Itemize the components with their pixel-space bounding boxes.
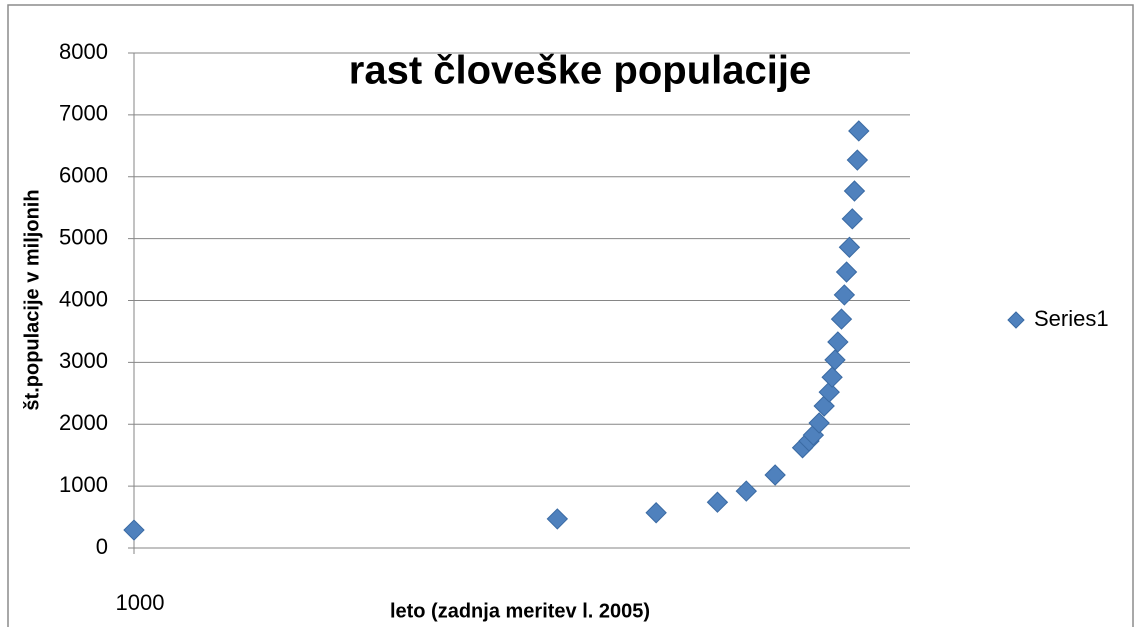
legend-label: Series1 (1034, 306, 1109, 331)
point (838, 236, 861, 258)
point (824, 349, 846, 371)
y-tick-label: 1000 (59, 472, 108, 497)
y-tick-label: 7000 (59, 101, 108, 126)
point (833, 284, 856, 306)
point (764, 464, 786, 486)
point (827, 331, 849, 353)
point (830, 308, 853, 330)
x-tick-label: 1000 (116, 590, 165, 615)
point (645, 502, 667, 524)
y-tick-label: 3000 (59, 348, 108, 373)
x-axis-label: leto (zadnja meritev l. 2005) (390, 600, 650, 622)
point (735, 480, 757, 502)
point (841, 208, 864, 230)
point (835, 261, 858, 283)
point (123, 519, 145, 541)
chart-title: rast človeške populacije (349, 49, 811, 93)
y-tick-label: 8000 (59, 39, 108, 64)
y-tick-label: 2000 (59, 410, 108, 435)
y-axis-label: št.populacije v miljonih (21, 189, 43, 410)
point (706, 491, 729, 513)
y-tick-label: 0 (96, 534, 108, 559)
y-tick-label: 6000 (59, 163, 108, 188)
legend-marker (1007, 311, 1025, 329)
point (808, 412, 830, 434)
point (546, 508, 569, 530)
point (818, 381, 840, 403)
chart-frame (7, 4, 1134, 627)
y-tick-label: 4000 (59, 286, 108, 311)
point (846, 149, 869, 171)
point (848, 120, 870, 142)
y-tick-label: 5000 (59, 224, 108, 249)
point (843, 180, 866, 202)
point (821, 366, 843, 388)
